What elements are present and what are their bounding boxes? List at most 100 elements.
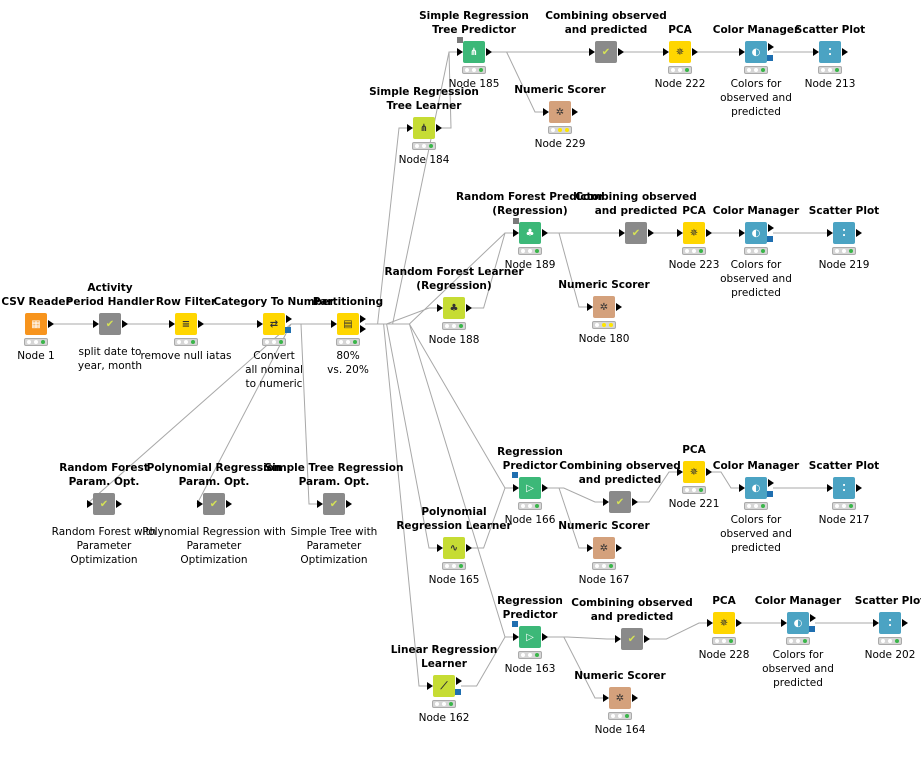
- input-port[interactable]: [407, 124, 413, 132]
- node-label[interactable]: Node 229: [534, 138, 586, 150]
- node-label[interactable]: Node 184: [398, 154, 450, 166]
- output-port[interactable]: [856, 484, 862, 492]
- workflow-node-n229[interactable]: Numeric Scorer ✲ Node 229: [485, 84, 635, 151]
- check-icon[interactable]: ✔: [615, 628, 650, 650]
- node-label[interactable]: Node 165: [428, 574, 480, 586]
- output-port[interactable]: [346, 500, 352, 508]
- secondary-output-port[interactable]: [767, 55, 773, 61]
- workflow-node-n202[interactable]: Scatter Plot ⁚ Node 202: [815, 595, 921, 662]
- input-port[interactable]: [437, 304, 443, 312]
- input-port[interactable]: [589, 48, 595, 56]
- model-input-port[interactable]: [457, 37, 463, 43]
- output-port[interactable]: [122, 320, 128, 328]
- workflow-node-n180[interactable]: Numeric Scorer ✲ Node 180: [529, 279, 679, 346]
- input-port[interactable]: [457, 48, 463, 56]
- node-label[interactable]: Node 180: [578, 333, 630, 345]
- node-label[interactable]: Colors for observed and predicted: [720, 514, 792, 554]
- node-label[interactable]: Node 164: [594, 724, 646, 736]
- predictor-icon[interactable]: ▷: [512, 472, 548, 499]
- check-icon[interactable]: ✔: [197, 493, 232, 515]
- input-port[interactable]: [427, 682, 433, 690]
- workflow-node-n219[interactable]: Scatter Plot ⁚ Node 219: [769, 205, 919, 272]
- input-port[interactable]: [543, 108, 549, 116]
- model-input-port[interactable]: [513, 218, 519, 224]
- input-port[interactable]: [739, 484, 745, 492]
- scorer-icon[interactable]: ✲: [587, 537, 622, 559]
- workflow-node-n213[interactable]: Scatter Plot ⁚ Node 213: [755, 24, 905, 91]
- node-label[interactable]: Node 163: [504, 663, 556, 675]
- workflow-node-n5[interactable]: Partitioning ▤ 80% vs. 20%: [273, 296, 423, 377]
- node-label[interactable]: Node 162: [418, 712, 470, 724]
- workflow-node-n6[interactable]: Random Forest Param. Opt. ✔ Random Forest …: [29, 462, 179, 567]
- secondary-output-port[interactable]: [455, 689, 461, 695]
- input-port[interactable]: [739, 48, 745, 56]
- node-label[interactable]: Node 213: [804, 78, 856, 90]
- output-port[interactable]: [706, 468, 712, 476]
- output-port[interactable]: [632, 498, 638, 506]
- workflow-node-n189[interactable]: Random Forest Predictor (Regression) ♣ Nod…: [455, 191, 605, 272]
- output-port[interactable]: [286, 315, 292, 323]
- connection-nc3-n221[interactable]: [637, 471, 677, 503]
- output-port[interactable]: [616, 544, 622, 552]
- input-port[interactable]: [677, 229, 683, 237]
- workflow-node-n167[interactable]: Numeric Scorer ✲ Node 167: [529, 520, 679, 587]
- input-port[interactable]: [603, 498, 609, 506]
- workflow-node-n166[interactable]: Regression Predictor ▷ Node 166: [455, 446, 605, 527]
- connection-n4-n8[interactable]: [291, 323, 317, 505]
- output-port[interactable]: [360, 315, 366, 323]
- output-port[interactable]: [810, 614, 816, 622]
- scorer-icon[interactable]: ✲: [603, 687, 638, 709]
- connection-n188-n189[interactable]: [471, 232, 513, 309]
- node-label[interactable]: Colors for observed and predicted: [720, 78, 792, 118]
- input-port[interactable]: [87, 500, 93, 508]
- color-drop-icon[interactable]: ◐: [739, 222, 774, 244]
- output-port[interactable]: [616, 303, 622, 311]
- output-port[interactable]: [842, 48, 848, 56]
- output-port[interactable]: [706, 229, 712, 237]
- node-label[interactable]: Colors for observed and predicted: [762, 649, 834, 689]
- input-port[interactable]: [169, 320, 175, 328]
- workflow-node-nc4[interactable]: Combining observed and predicted ✔: [557, 597, 707, 660]
- output-port[interactable]: [644, 635, 650, 643]
- workflow-node-n3[interactable]: Row Filter ≡ remove null iatas: [111, 296, 261, 363]
- node-label[interactable]: Node 228: [698, 649, 750, 661]
- input-port[interactable]: [197, 500, 203, 508]
- output-port[interactable]: [486, 48, 492, 56]
- node-label[interactable]: remove null iatas: [140, 350, 232, 362]
- scatter-icon[interactable]: ⁚: [813, 41, 848, 63]
- workflow-node-n162[interactable]: Linear Regression Learner ⟋ Node 162: [369, 644, 519, 725]
- input-port[interactable]: [677, 468, 683, 476]
- input-port[interactable]: [827, 484, 833, 492]
- connection-nc4-n228[interactable]: [649, 622, 707, 640]
- output-port[interactable]: [736, 619, 742, 627]
- workflow-node-n4[interactable]: Category To Number ⇄ Convert all nominal t…: [199, 296, 349, 391]
- node-label[interactable]: Node 219: [818, 259, 870, 271]
- node-label[interactable]: Random Forest with Parameter Optimizatio…: [51, 526, 157, 566]
- workflow-node-n164[interactable]: Numeric Scorer ✲ Node 164: [545, 670, 695, 737]
- node-label[interactable]: Node 221: [668, 498, 720, 510]
- tree-predict-icon[interactable]: ⋔: [457, 37, 492, 63]
- input-port[interactable]: [587, 544, 593, 552]
- output-port[interactable]: [198, 320, 204, 328]
- input-port[interactable]: [513, 229, 519, 237]
- input-port[interactable]: [739, 229, 745, 237]
- input-port[interactable]: [663, 48, 669, 56]
- filter-icon[interactable]: ≡: [169, 313, 204, 335]
- connection-n162-n163[interactable]: [461, 636, 513, 687]
- model-input-port[interactable]: [512, 621, 518, 627]
- input-port[interactable]: [93, 320, 99, 328]
- output-port[interactable]: [360, 325, 366, 333]
- output-port[interactable]: [466, 304, 472, 312]
- node-label[interactable]: 80% vs. 20%: [327, 350, 369, 376]
- output-port[interactable]: [632, 694, 638, 702]
- workflow-node-nc3[interactable]: Combining observed and predicted ✔: [545, 460, 695, 523]
- node-label[interactable]: Node 189: [504, 259, 556, 271]
- output-port[interactable]: [768, 479, 774, 487]
- input-port[interactable]: [813, 48, 819, 56]
- input-port[interactable]: [437, 544, 443, 552]
- tree-icon[interactable]: ⋔: [407, 117, 442, 139]
- node-label[interactable]: Node 185: [448, 78, 500, 90]
- workflow-node-n184[interactable]: Simple Regression Tree Learner ⋔ Node 184: [349, 86, 499, 167]
- output-port[interactable]: [618, 48, 624, 56]
- secondary-output-port[interactable]: [285, 327, 291, 333]
